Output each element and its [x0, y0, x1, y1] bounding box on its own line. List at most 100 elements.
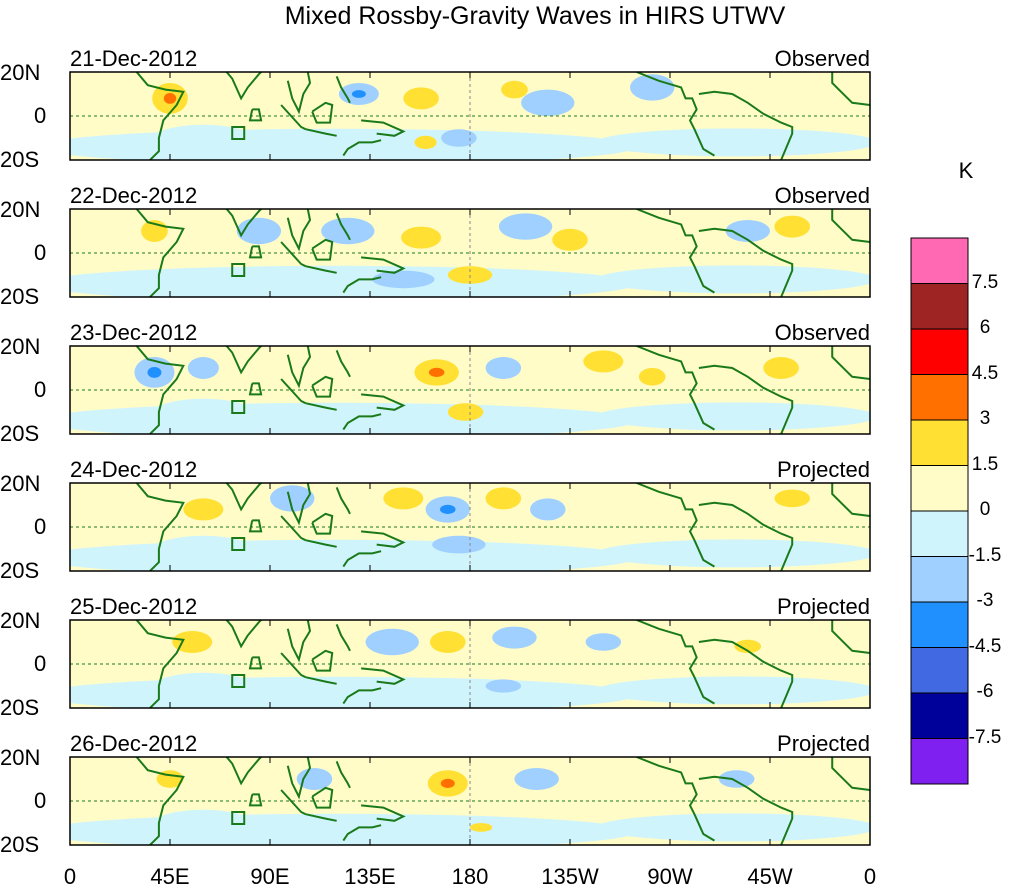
coastline: [248, 245, 263, 259]
panel-type: Projected: [777, 594, 870, 619]
coastline: [335, 350, 351, 378]
anomaly-contour: [383, 487, 424, 510]
coastline: [342, 687, 382, 705]
colorbar-unit: K: [958, 158, 974, 183]
coastline: [311, 786, 334, 809]
coastline: [831, 209, 870, 243]
coastline: [286, 483, 312, 526]
panel-date: 26-Dec-2012: [70, 731, 198, 756]
anomaly-contour: [372, 270, 435, 289]
island-outline: [231, 263, 246, 277]
lon-label: 45E: [150, 864, 190, 889]
coastline: [311, 238, 334, 261]
coastline: [831, 620, 870, 654]
coastline: [225, 483, 263, 512]
anomaly-contour: [774, 215, 810, 238]
anomaly-contour: [172, 631, 213, 653]
colorbar-label: 1.5: [971, 453, 999, 475]
colorbar-label: -6: [976, 681, 994, 702]
lat-label-20s: 20S: [0, 695, 40, 720]
anomaly-contour: [470, 823, 493, 832]
colorbar-box: [910, 237, 969, 284]
coastline: [311, 375, 334, 398]
coastline: [698, 90, 794, 160]
island-outline: [231, 811, 246, 825]
coastline: [831, 757, 870, 791]
coastline: [225, 209, 263, 238]
coastline: [135, 620, 185, 708]
coastline: [305, 128, 337, 137]
coastline: [636, 209, 715, 294]
colorbar-box: [910, 647, 969, 694]
coastline: [225, 757, 263, 786]
coastline: [280, 241, 306, 268]
coastline: [305, 539, 337, 548]
coastline: [361, 530, 406, 548]
colorbar-box: [910, 601, 969, 648]
anomaly-contour: [432, 535, 486, 554]
anomaly-contour: [147, 124, 259, 160]
lat-label-20s: 20S: [0, 558, 40, 583]
coastline: [335, 761, 351, 789]
coastline: [342, 550, 382, 568]
panel-date: 23-Dec-2012: [70, 320, 198, 345]
panel-type: Observed: [774, 320, 870, 345]
lat-label-20n: 20N: [0, 745, 41, 770]
lat-label-20s: 20S: [0, 284, 40, 309]
anomaly-contour: [147, 809, 259, 845]
island-outline: [231, 537, 246, 551]
coastline: [698, 364, 794, 434]
map-panel: [69, 345, 871, 435]
coastline: [831, 483, 870, 517]
anomaly-contour: [492, 626, 537, 649]
anomaly-contour: [501, 80, 528, 99]
lat-label-20n: 20N: [0, 197, 41, 222]
panel-type: Observed: [774, 183, 870, 208]
colorbar-box: [910, 465, 969, 512]
lat-label-eq: 0: [34, 103, 47, 128]
lon-label: 0: [863, 864, 877, 889]
coastline: [636, 72, 715, 157]
coastline: [248, 793, 263, 807]
coastline: [636, 346, 715, 431]
negative-anomaly-band: [596, 402, 870, 431]
anomaly-contour: [498, 213, 553, 240]
negative-anomaly-band: [596, 265, 870, 294]
anomaly-contour: [485, 679, 522, 693]
island-outline: [231, 126, 246, 140]
panel-date: 22-Dec-2012: [70, 183, 198, 208]
coastline: [361, 804, 406, 822]
colorbar-box: [910, 692, 969, 739]
lon-label: 180: [451, 864, 489, 889]
coastline: [698, 775, 794, 845]
coastline: [335, 213, 351, 241]
coastline: [286, 757, 312, 800]
coastline: [305, 265, 337, 274]
coastline: [135, 346, 185, 434]
anomaly-core: [440, 504, 456, 515]
coastline: [305, 813, 337, 822]
colorbar-box: [910, 374, 969, 421]
anomaly-contour: [401, 226, 442, 249]
anomaly-core: [147, 367, 162, 378]
anomaly-core: [163, 93, 177, 104]
anomaly-contour: [630, 74, 675, 101]
coastline: [248, 382, 263, 396]
anomaly-contour: [734, 639, 762, 654]
lon-label: 90W: [647, 864, 693, 889]
figure-title: Mixed Rossby-Gravity Waves in HIRS UTWV: [284, 2, 786, 30]
colorbar-label: -1.5: [968, 544, 1002, 566]
colorbar-box: [910, 510, 969, 557]
colorbar-label: -7.5: [968, 726, 1002, 748]
negative-anomaly-band: [596, 539, 870, 568]
coastline: [311, 101, 334, 124]
coastline: [248, 519, 263, 533]
coastline: [280, 104, 306, 131]
coastline: [286, 209, 312, 252]
colorbar-box: [910, 283, 969, 330]
colorbar-box: [910, 738, 969, 785]
colorbar-label: -4.5: [968, 635, 1002, 657]
anomaly-contour: [147, 535, 259, 571]
coastline: [361, 256, 406, 274]
